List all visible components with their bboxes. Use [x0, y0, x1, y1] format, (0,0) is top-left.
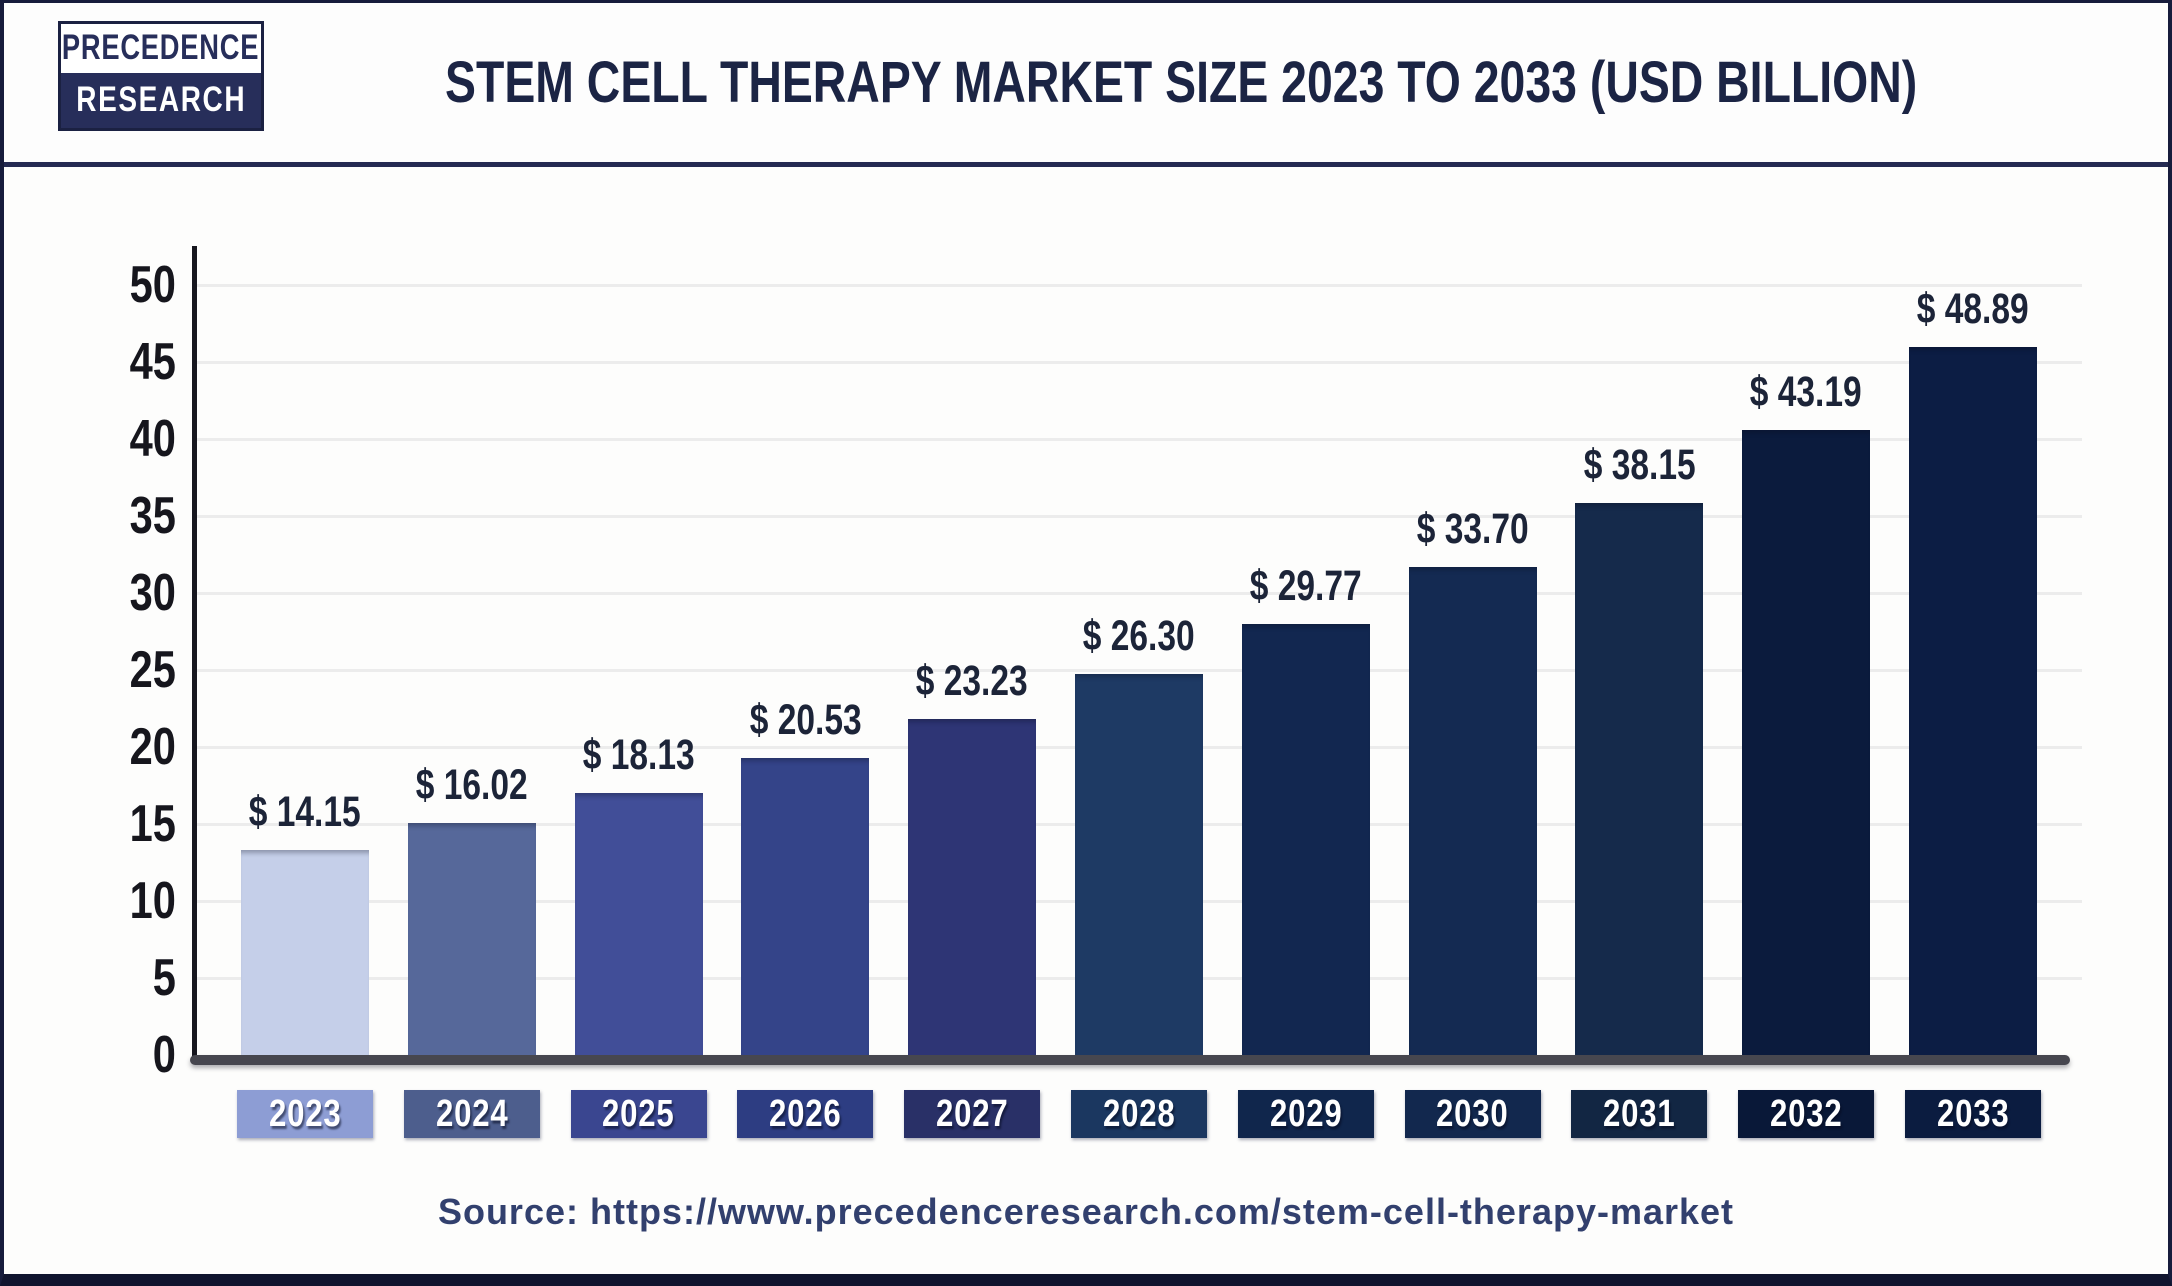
- logo-bottom-band: RESEARCH: [61, 72, 261, 128]
- gridline-45: [197, 361, 2082, 364]
- page-title: STEM CELL THERAPY MARKET SIZE 2023 TO 20…: [444, 50, 1918, 115]
- x-axis-label-2027: 2027: [904, 1090, 1041, 1138]
- bar-2025: [574, 792, 703, 1055]
- bar-value-label-2027: $ 23.23: [916, 656, 1029, 705]
- bar-2033: [1909, 347, 2037, 1055]
- logo-line2: RESEARCH: [76, 80, 246, 120]
- header: PRECEDENCE RESEARCH STEM CELL THERAPY MA…: [4, 3, 2168, 162]
- y-axis-tick-label-30: 30: [129, 564, 176, 622]
- bar-value-label-2030: $ 33.70: [1416, 505, 1529, 554]
- bar-2032: [1742, 429, 1871, 1055]
- gridline-40: [197, 438, 2082, 441]
- bar-value-label-2033: $ 48.89: [1917, 285, 2029, 334]
- y-axis-tick-label-5: 5: [152, 949, 176, 1007]
- y-axis-tick-label-50: 50: [129, 256, 176, 314]
- logo-line1: PRECEDENCE: [62, 28, 260, 68]
- y-axis-line: [192, 246, 197, 1063]
- gridline-35: [197, 515, 2082, 518]
- bar-value-label-2023: $ 14.15: [249, 788, 361, 837]
- source-text: Source: https://www.precedenceresearch.c…: [437, 1191, 1735, 1232]
- bar-2030: [1408, 567, 1537, 1055]
- x-axis-label-2030: 2030: [1404, 1090, 1541, 1138]
- bar-value-label-2025: $ 18.13: [582, 730, 695, 779]
- y-axis-tick-label-15: 15: [129, 795, 176, 853]
- x-axis-label-2026: 2026: [737, 1090, 874, 1138]
- y-axis-tick-label-40: 40: [129, 410, 176, 468]
- bar-2027: [908, 718, 1037, 1055]
- bar-2028: [1075, 674, 1203, 1055]
- bar-value-label-2026: $ 20.53: [749, 695, 862, 744]
- x-axis-label-2029: 2029: [1237, 1090, 1374, 1138]
- bar-value-label-2031: $ 38.15: [1583, 440, 1696, 489]
- x-axis-label-2031: 2031: [1571, 1090, 1708, 1138]
- y-axis-tick-label-0: 0: [152, 1026, 176, 1084]
- x-axis-label-2025: 2025: [570, 1090, 707, 1138]
- y-axis-tick-label-25: 25: [129, 641, 176, 699]
- bar-value-label-2028: $ 26.30: [1083, 612, 1195, 661]
- bar-value-label-2029: $ 29.77: [1249, 562, 1362, 611]
- y-axis-tick-label-45: 45: [129, 333, 176, 391]
- y-axis-tick-label-20: 20: [129, 718, 176, 776]
- y-axis-tick-label-10: 10: [129, 872, 176, 930]
- x-axis-label-2033: 2033: [1905, 1090, 2041, 1138]
- logo-top-band: PRECEDENCE: [61, 24, 261, 73]
- x-axis-baseline: [190, 1055, 2070, 1065]
- x-axis-label-2032: 2032: [1738, 1090, 1875, 1138]
- bar-value-label-2024: $ 16.02: [415, 761, 528, 810]
- bar-value-label-2032: $ 43.19: [1750, 367, 1863, 416]
- bar-2029: [1241, 624, 1370, 1055]
- bar-2024: [407, 823, 536, 1055]
- gridline-25: [197, 669, 2082, 672]
- bar-2026: [741, 757, 870, 1055]
- gridline-50: [197, 284, 2082, 287]
- x-axis-label-2024: 2024: [403, 1090, 540, 1138]
- gridline-30: [197, 592, 2082, 595]
- x-axis-label-2028: 2028: [1071, 1090, 1207, 1138]
- x-axis-label-2023: 2023: [237, 1090, 373, 1138]
- y-axis-tick-label-35: 35: [129, 487, 176, 545]
- bar-2031: [1575, 502, 1704, 1055]
- precedence-research-logo: PRECEDENCE RESEARCH: [58, 21, 264, 131]
- header-divider: [4, 162, 2168, 167]
- bar-2023: [241, 850, 369, 1055]
